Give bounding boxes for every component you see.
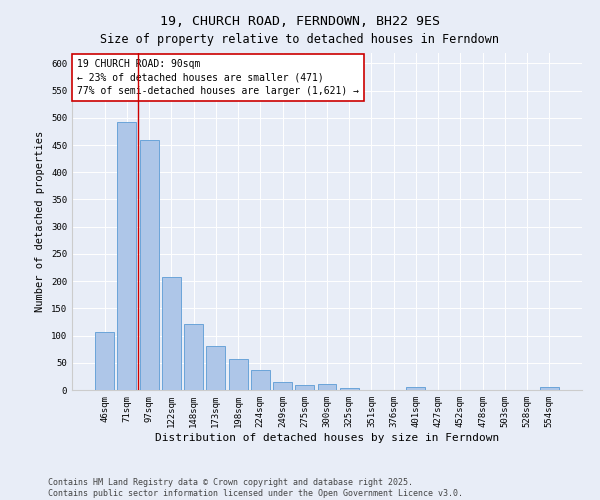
Bar — [118, 122, 136, 390]
Bar — [184, 324, 203, 390]
Bar — [140, 140, 158, 390]
Y-axis label: Number of detached properties: Number of detached properties — [35, 130, 46, 312]
Bar — [229, 359, 248, 390]
Bar — [206, 346, 225, 390]
Text: Contains HM Land Registry data © Crown copyright and database right 2025.
Contai: Contains HM Land Registry data © Crown c… — [48, 478, 463, 498]
Bar — [540, 386, 559, 390]
Bar — [340, 388, 359, 390]
Bar — [406, 386, 425, 390]
Bar — [273, 382, 292, 390]
Bar — [317, 384, 337, 390]
Bar — [251, 370, 270, 390]
Text: Size of property relative to detached houses in Ferndown: Size of property relative to detached ho… — [101, 32, 499, 46]
Bar — [295, 385, 314, 390]
Bar — [162, 278, 181, 390]
Text: 19 CHURCH ROAD: 90sqm
← 23% of detached houses are smaller (471)
77% of semi-det: 19 CHURCH ROAD: 90sqm ← 23% of detached … — [77, 59, 359, 96]
Text: 19, CHURCH ROAD, FERNDOWN, BH22 9ES: 19, CHURCH ROAD, FERNDOWN, BH22 9ES — [160, 15, 440, 28]
Bar — [95, 332, 114, 390]
X-axis label: Distribution of detached houses by size in Ferndown: Distribution of detached houses by size … — [155, 432, 499, 442]
